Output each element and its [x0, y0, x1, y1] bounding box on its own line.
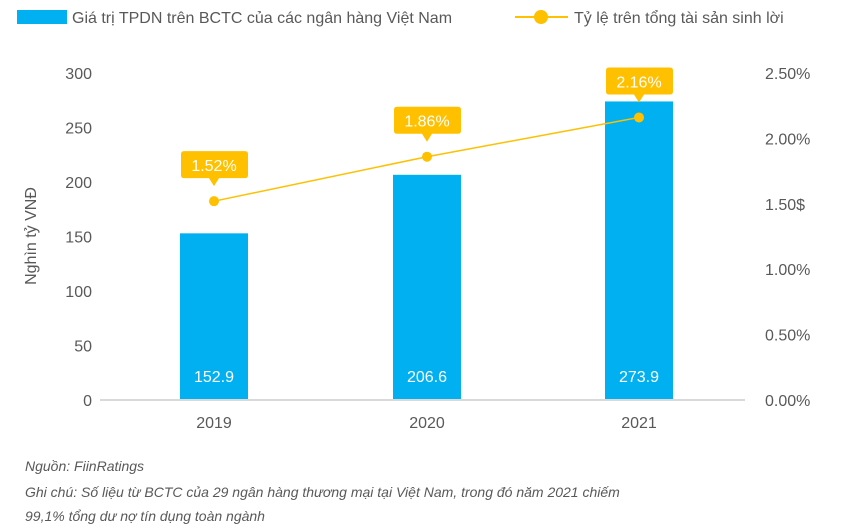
- chart: Giá trị TPDN trên BCTC của các ngân hàng…: [17, 9, 810, 432]
- bar-value-label: 273.9: [619, 369, 659, 386]
- ratio-point-2021: [634, 112, 644, 123]
- y-tick-label: 150: [65, 230, 92, 247]
- bar-value-label: 206.6: [407, 369, 447, 386]
- ratio-callout: [181, 151, 248, 187]
- source-note: Nguồn: FiinRatings: [25, 458, 145, 474]
- ratio-callout: [606, 67, 673, 103]
- y2-tick-label: 2.50%: [765, 66, 810, 83]
- y-tick-label: 0: [83, 393, 92, 410]
- footnote-line-1: Ghi chú: Số liệu từ BCTC của 29 ngân hàn…: [25, 484, 620, 500]
- ratio-point-2019: [209, 196, 219, 207]
- y2-tick-label: 1.50$: [765, 197, 805, 214]
- legend-line-marker: [534, 10, 548, 24]
- ratio-callout: [394, 106, 461, 142]
- y2-tick-label: 0.00%: [765, 393, 810, 410]
- footnote-line-2: 99,1% tổng dư nợ tín dụng toàn ngành: [25, 508, 265, 524]
- x-tick-label: 2020: [409, 415, 445, 432]
- ratio-callout-label: 2.16%: [616, 74, 661, 91]
- bar-2020: [393, 174, 461, 400]
- y-tick-label: 200: [65, 175, 92, 192]
- x-tick-label: 2021: [621, 415, 657, 432]
- ratio-callout-label: 1.52%: [191, 158, 236, 175]
- legend-bar-label: Giá trị TPDN trên BCTC của các ngân hàng…: [72, 10, 452, 27]
- y-axis-title: Nghìn tỷ VNĐ: [23, 187, 40, 285]
- ratio-point-2020: [422, 151, 432, 162]
- x-tick-label: 2019: [196, 415, 232, 432]
- bar-2021: [605, 101, 673, 400]
- bar-value-label: 152.9: [194, 369, 234, 386]
- y2-tick-label: 1.00%: [765, 262, 810, 279]
- y-tick-label: 100: [65, 284, 92, 301]
- legend-bar-swatch: [17, 10, 67, 24]
- y-tick-label: 250: [65, 121, 92, 138]
- ratio-callout-label: 1.86%: [404, 114, 449, 131]
- y-tick-label: 300: [65, 66, 92, 83]
- bar-2019: [180, 233, 248, 400]
- y-tick-label: 50: [74, 339, 92, 356]
- y2-tick-label: 2.00%: [765, 131, 810, 148]
- y2-tick-label: 0.50%: [765, 328, 810, 345]
- legend-line-label: Tỷ lệ trên tổng tài sản sinh lời: [574, 9, 784, 27]
